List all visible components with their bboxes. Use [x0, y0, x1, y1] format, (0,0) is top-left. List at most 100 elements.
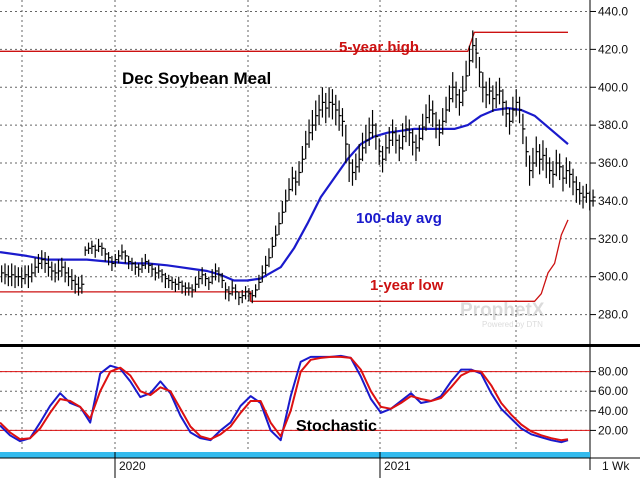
price-bar — [311, 109, 315, 141]
price-bar — [121, 244, 125, 260]
price-bar — [4, 263, 8, 285]
stochastic-y-axis: 80.00 60.00 40.00 20.00 — [590, 365, 628, 437]
price-bar — [228, 286, 232, 302]
price-bar — [241, 289, 245, 304]
price-bar — [57, 259, 61, 281]
price-bar — [37, 253, 41, 273]
price-bar — [488, 77, 492, 105]
price-y-tick-label: 360.0 — [598, 156, 628, 170]
price-bar — [405, 115, 409, 143]
price-bar — [569, 161, 573, 188]
watermark-text: ProphetX — [460, 300, 545, 321]
price-bar — [94, 244, 98, 258]
price-bar — [251, 289, 255, 304]
price-bar — [508, 108, 513, 135]
stochastic-panel: Stochastic — [0, 347, 590, 452]
price-bar — [495, 81, 499, 109]
price-y-tick-label: 440.0 — [598, 4, 628, 18]
price-bar — [104, 248, 108, 262]
price-bar — [111, 255, 115, 272]
price-bar — [278, 212, 282, 236]
stochastic-y-tick-label: 40.00 — [598, 404, 628, 418]
price-bar — [559, 153, 563, 181]
price-bar — [402, 123, 406, 150]
price-bar — [492, 85, 496, 112]
price-bar — [224, 282, 229, 300]
price-bar — [358, 144, 362, 173]
price-bar — [522, 113, 526, 145]
price-bar — [298, 161, 302, 186]
price-bar — [505, 100, 509, 128]
price-bar — [154, 267, 158, 281]
price-bar — [455, 81, 459, 109]
price-bar — [545, 147, 549, 179]
price-bar — [128, 255, 132, 270]
price-bar — [275, 225, 279, 247]
stochastic-y-tick-label: 20.00 — [598, 423, 628, 437]
price-bar — [582, 185, 586, 209]
price-bar — [498, 77, 503, 105]
price-bar — [518, 96, 523, 124]
price-bar — [258, 274, 262, 290]
stochastic-lines — [0, 354, 569, 444]
price-bar — [24, 265, 28, 285]
price-bar — [388, 127, 392, 154]
price-bar — [31, 263, 35, 283]
price-bar — [114, 253, 118, 268]
price-bar — [17, 267, 21, 287]
stochastic-d-line — [0, 355, 569, 442]
price-bar — [285, 189, 289, 213]
price-bar — [248, 288, 252, 302]
price-bar — [562, 164, 566, 192]
price-bar — [395, 127, 399, 154]
annotation-1yr-low: 1-year low — [370, 277, 444, 294]
price-bar — [151, 263, 155, 277]
price-bar — [124, 250, 128, 264]
price-bar — [365, 125, 369, 154]
five-year-high-line — [0, 31, 568, 52]
price-bar — [21, 267, 25, 289]
price-bar — [435, 111, 439, 139]
price-bar — [378, 138, 382, 165]
price-bar — [171, 276, 175, 290]
price-bar — [412, 128, 416, 156]
price-y-tick-label: 320.0 — [598, 232, 628, 246]
price-bar — [415, 134, 419, 162]
stochastic-vertical-gridlines — [21, 347, 517, 452]
price-bar — [422, 113, 426, 141]
price-y-tick-label: 380.0 — [598, 118, 628, 132]
price-bar — [54, 263, 58, 283]
price-bar — [318, 94, 322, 126]
price-bar — [198, 271, 202, 289]
panel-divider — [0, 344, 640, 347]
moving-average-polyline — [0, 106, 569, 282]
price-bar — [525, 136, 529, 167]
price-bar — [338, 100, 342, 131]
price-bar — [291, 166, 295, 192]
price-bar — [385, 134, 389, 162]
price-bar — [428, 94, 432, 124]
price-bar — [549, 157, 553, 184]
price-bar — [27, 265, 31, 289]
price-bar — [144, 253, 148, 270]
price-bar — [371, 109, 376, 139]
price-bar — [315, 100, 319, 131]
price-y-axis: 440.0 420.0 400.0 380.0 360.0 340.0 320.0 300.0… — [590, 4, 628, 322]
price-bar — [138, 263, 142, 277]
price-bar — [191, 284, 195, 298]
price-bar — [512, 96, 516, 124]
price-bar — [201, 267, 205, 285]
price-bar — [44, 252, 48, 273]
price-bar — [188, 282, 192, 296]
price-bar — [281, 200, 285, 224]
price-bar — [204, 272, 208, 287]
price-bar — [592, 189, 596, 207]
price-bar — [64, 261, 68, 283]
price-bar — [552, 161, 556, 188]
price-bar — [348, 144, 352, 182]
price-bar — [11, 263, 15, 287]
stochastic-title: Stochastic — [296, 418, 377, 435]
price-bar — [107, 252, 112, 266]
price-bar — [355, 153, 359, 181]
